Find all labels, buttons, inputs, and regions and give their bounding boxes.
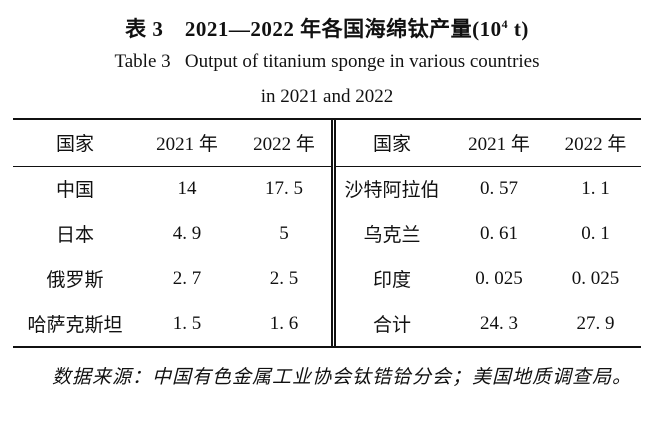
data-source-note: 数据来源：中国有色金属工业协会钛锆铪分会；美国地质调查局。 — [52, 367, 633, 388]
cell-2022: 27. 9 — [576, 312, 615, 334]
table-row-india: 印度 0. 025 0. 025 — [336, 256, 641, 301]
table-row-ukraine: 乌克兰 0. 61 0. 1 — [336, 211, 641, 256]
table-title-en-line2: in 2021 and 2022 — [260, 86, 394, 107]
cell-2021: 0. 57 — [480, 177, 518, 199]
table-left: 国家 2021 年 2022 年 中国 14 17. 5 日本 4. 9 5 — [13, 120, 331, 346]
cell-2022: 1. 1 — [581, 177, 610, 199]
cell-2021: 14 — [177, 177, 197, 199]
table-right-half: 国家 2021 年 2022 年 沙特阿拉伯 0. 57 1. 1 乌克兰 0.… — [331, 120, 641, 346]
table-row-saudi-arabia: 沙特阿拉伯 0. 57 1. 1 — [336, 166, 641, 211]
table-row-china: 中国 14 17. 5 — [13, 166, 331, 211]
cell-2022: 1. 6 — [269, 312, 299, 334]
table-row-total: 合计 24. 3 27. 9 — [336, 301, 641, 346]
table-left-half: 国家 2021 年 2022 年 中国 14 17. 5 日本 4. 9 5 — [13, 120, 331, 346]
table-row-russia: 俄罗斯 2. 7 2. 5 — [13, 256, 331, 301]
table-header-row: 国家 2021 年 2022 年 — [336, 120, 641, 167]
header-country: 国家 — [13, 120, 137, 167]
cell-country: 乌克兰 — [363, 225, 421, 246]
cell-2021: 1. 5 — [172, 312, 202, 334]
cell-country: 日本 — [55, 225, 94, 246]
data-table: 国家 2021 年 2022 年 中国 14 17. 5 日本 4. 9 5 — [13, 118, 641, 348]
cell-2021: 0. 61 — [480, 222, 518, 244]
cell-2021: 4. 9 — [172, 222, 202, 244]
header-2021: 2021 年 — [448, 120, 550, 167]
table-title-zh: 表 3 2021—2022 年各国海绵钛产量(104 t) — [0, 9, 654, 44]
cell-country: 印度 — [372, 270, 411, 291]
cell-2022: 17. 5 — [265, 177, 303, 199]
cell-country: 哈萨克斯坦 — [27, 315, 123, 336]
table-right: 国家 2021 年 2022 年 沙特阿拉伯 0. 57 1. 1 乌克兰 0.… — [336, 120, 641, 346]
header-2022: 2022 年 — [550, 120, 641, 167]
cell-2022: 0. 025 — [571, 267, 620, 289]
cell-country: 中国 — [55, 180, 94, 202]
cell-2022: 5 — [279, 222, 289, 244]
cell-2021: 2. 7 — [172, 267, 202, 289]
cell-2021: 0. 025 — [475, 267, 523, 289]
table-title-zh-unit: t) — [508, 17, 529, 41]
cell-2022: 2. 5 — [269, 267, 299, 289]
header-country: 国家 — [336, 120, 448, 167]
table-row-japan: 日本 4. 9 5 — [13, 211, 331, 256]
cell-country: 沙特阿拉伯 — [344, 180, 440, 202]
table-title-en-line1: Table 3 Output of titanium sponge in var… — [114, 51, 540, 72]
cell-2021: 24. 3 — [480, 312, 518, 334]
cell-country: 俄罗斯 — [46, 270, 104, 291]
table-header-row: 国家 2021 年 2022 年 — [13, 120, 331, 167]
table-title-zh-text: 表 3 2021—2022 年各国海绵钛产量(10 — [125, 17, 502, 41]
table-row-kazakhstan: 哈萨克斯坦 1. 5 1. 6 — [13, 301, 331, 346]
cell-2022: 0. 1 — [581, 222, 610, 244]
header-2021: 2021 年 — [137, 120, 237, 167]
cell-country: 合计 — [372, 315, 411, 336]
table-title-superscript: 4 — [501, 17, 509, 31]
header-2022: 2022 年 — [237, 120, 331, 167]
